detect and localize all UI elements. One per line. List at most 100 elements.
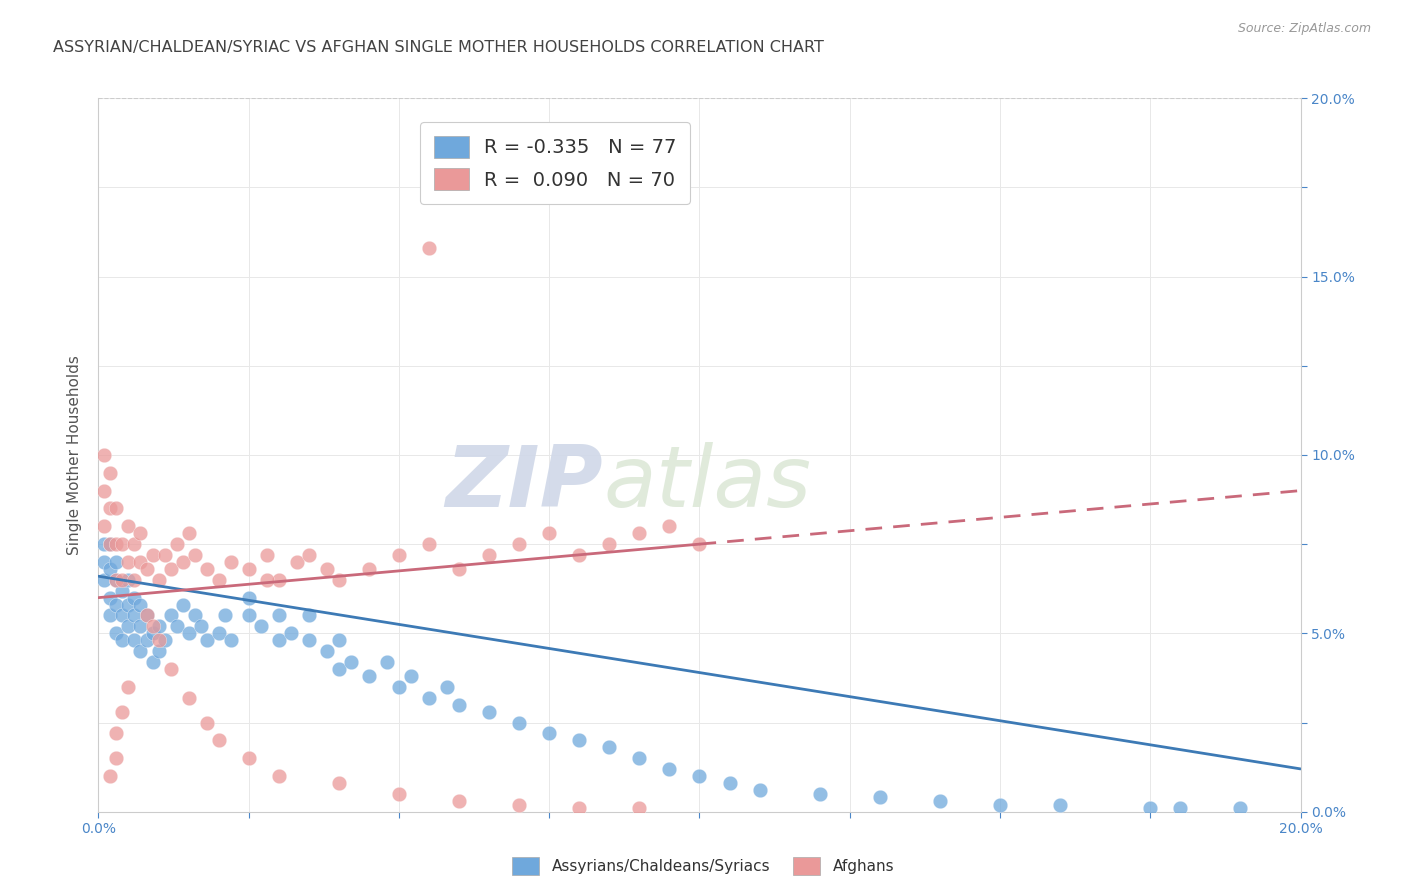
Point bbox=[658, 762, 681, 776]
Point bbox=[388, 548, 411, 562]
Point bbox=[124, 573, 146, 587]
Point bbox=[195, 633, 218, 648]
Point bbox=[177, 626, 200, 640]
Point bbox=[141, 619, 163, 633]
Point bbox=[929, 794, 952, 808]
Point bbox=[117, 573, 139, 587]
Point bbox=[172, 598, 194, 612]
Point bbox=[117, 598, 139, 612]
Point bbox=[436, 680, 458, 694]
Point bbox=[166, 619, 188, 633]
Point bbox=[177, 526, 200, 541]
Text: atlas: atlas bbox=[603, 442, 811, 525]
Point bbox=[124, 591, 146, 605]
Point bbox=[568, 733, 591, 747]
Point bbox=[447, 698, 470, 712]
Text: ASSYRIAN/CHALDEAN/SYRIAC VS AFGHAN SINGLE MOTHER HOUSEHOLDS CORRELATION CHART: ASSYRIAN/CHALDEAN/SYRIAC VS AFGHAN SINGL… bbox=[53, 40, 824, 55]
Point bbox=[148, 619, 170, 633]
Point bbox=[689, 769, 711, 783]
Point bbox=[159, 608, 181, 623]
Point bbox=[267, 573, 290, 587]
Point bbox=[105, 726, 128, 740]
Point bbox=[111, 573, 134, 587]
Point bbox=[399, 669, 422, 683]
Point bbox=[135, 608, 157, 623]
Point bbox=[111, 583, 134, 598]
Point bbox=[298, 633, 321, 648]
Point bbox=[256, 573, 278, 587]
Point bbox=[418, 241, 440, 255]
Point bbox=[508, 715, 530, 730]
Point bbox=[658, 519, 681, 533]
Point bbox=[315, 644, 337, 658]
Point bbox=[100, 591, 122, 605]
Point bbox=[195, 562, 218, 576]
Point bbox=[148, 573, 170, 587]
Point bbox=[1139, 801, 1161, 815]
Point bbox=[988, 797, 1011, 812]
Point bbox=[190, 619, 212, 633]
Point bbox=[508, 537, 530, 551]
Point bbox=[148, 644, 170, 658]
Point bbox=[1049, 797, 1071, 812]
Point bbox=[1170, 801, 1192, 815]
Point bbox=[100, 769, 122, 783]
Point bbox=[249, 619, 271, 633]
Point bbox=[538, 526, 561, 541]
Point bbox=[298, 608, 321, 623]
Point bbox=[159, 562, 181, 576]
Point bbox=[93, 573, 115, 587]
Point bbox=[153, 633, 176, 648]
Point bbox=[141, 626, 163, 640]
Point bbox=[568, 548, 591, 562]
Point bbox=[124, 608, 146, 623]
Point bbox=[267, 769, 290, 783]
Point bbox=[689, 537, 711, 551]
Point bbox=[183, 548, 205, 562]
Point bbox=[100, 537, 122, 551]
Point bbox=[93, 448, 115, 462]
Point bbox=[100, 501, 122, 516]
Point bbox=[328, 573, 350, 587]
Point bbox=[508, 797, 530, 812]
Point bbox=[93, 483, 115, 498]
Point bbox=[388, 680, 411, 694]
Point bbox=[238, 751, 260, 765]
Point bbox=[538, 726, 561, 740]
Point bbox=[598, 740, 620, 755]
Point bbox=[267, 608, 290, 623]
Text: ZIP: ZIP bbox=[446, 442, 603, 525]
Point bbox=[280, 626, 302, 640]
Point bbox=[328, 776, 350, 790]
Point bbox=[418, 537, 440, 551]
Point bbox=[177, 690, 200, 705]
Point bbox=[135, 633, 157, 648]
Point bbox=[238, 591, 260, 605]
Point bbox=[100, 537, 122, 551]
Point bbox=[208, 573, 231, 587]
Point bbox=[100, 562, 122, 576]
Point bbox=[124, 537, 146, 551]
Point bbox=[166, 537, 188, 551]
Point bbox=[568, 801, 591, 815]
Point bbox=[129, 598, 152, 612]
Y-axis label: Single Mother Households: Single Mother Households bbox=[67, 355, 83, 555]
Point bbox=[124, 633, 146, 648]
Point bbox=[111, 633, 134, 648]
Point bbox=[105, 598, 128, 612]
Point bbox=[129, 619, 152, 633]
Point bbox=[111, 608, 134, 623]
Point bbox=[375, 655, 398, 669]
Point bbox=[219, 555, 242, 569]
Point bbox=[219, 633, 242, 648]
Point bbox=[447, 794, 470, 808]
Point bbox=[315, 562, 337, 576]
Point bbox=[628, 801, 651, 815]
Point bbox=[105, 626, 128, 640]
Point bbox=[135, 608, 157, 623]
Point bbox=[117, 619, 139, 633]
Point bbox=[100, 608, 122, 623]
Point bbox=[328, 633, 350, 648]
Point bbox=[328, 662, 350, 676]
Point bbox=[340, 655, 363, 669]
